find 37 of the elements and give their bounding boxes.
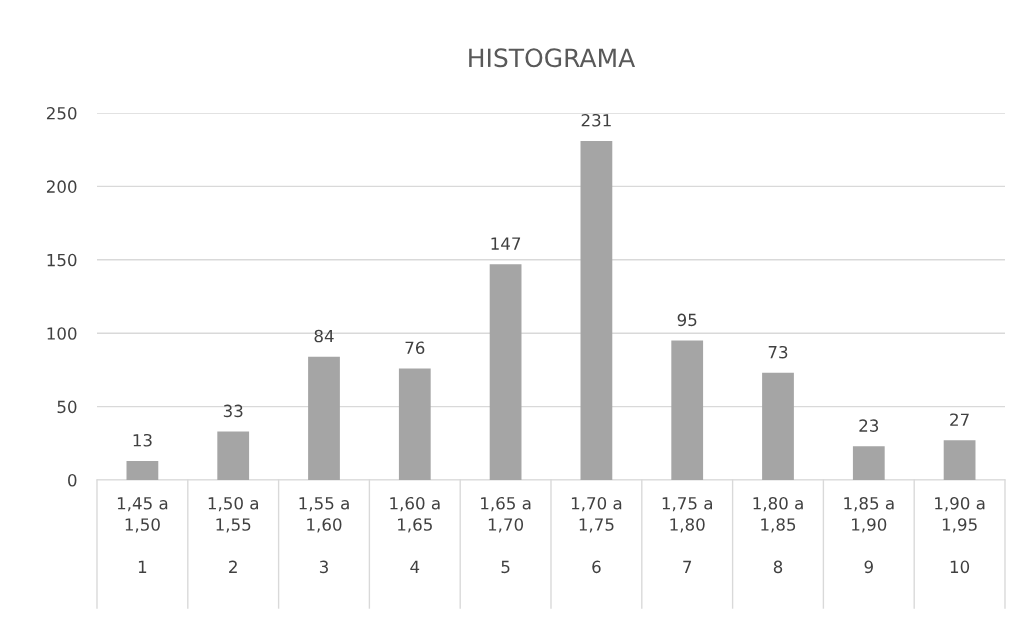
bar (671, 340, 704, 480)
bar (308, 356, 340, 480)
category-label: 1,85 a 1,90 9 (844, 496, 894, 574)
bar (852, 446, 885, 480)
data-label: 147 (491, 237, 521, 250)
bar (398, 368, 431, 480)
y-tick-label: 150 (47, 253, 77, 267)
category-label: 1,55 a 1,60 3 (299, 497, 349, 574)
data-label: 95 (677, 313, 697, 327)
category-label: 1,60 a 1,65 4 (390, 496, 440, 573)
chart-title: HISTOGRAMA (469, 48, 636, 68)
data-label: 73 (768, 345, 788, 359)
bar (217, 431, 250, 480)
data-label: 13 (133, 433, 152, 447)
data-label: 27 (950, 413, 969, 426)
y-tick-label: 250 (46, 106, 77, 120)
data-label: 76 (405, 341, 425, 355)
category-label: 1,45 a 1,50 1 (117, 497, 168, 573)
category-label: 1,90 a 1,95 10 (935, 496, 985, 574)
bar (943, 440, 976, 480)
y-tick-label: 0 (68, 473, 77, 487)
category-label: 1,80 a 1,85 8 (753, 496, 803, 574)
category-label: 1,50 a 1,55 2 (208, 496, 258, 573)
data-label: 231 (581, 113, 611, 127)
category-label: 1,65 a 1,70 5 (481, 496, 531, 574)
bar (126, 460, 159, 480)
bar (580, 140, 613, 480)
y-tick-label: 100 (47, 327, 77, 340)
y-tick-label: 200 (46, 180, 77, 193)
data-label: 84 (314, 329, 334, 343)
bar (489, 264, 522, 480)
category-label: 1,70 a 1,75 6 (571, 496, 622, 574)
bar (762, 372, 794, 480)
data-label: 33 (223, 404, 243, 418)
y-tick-label: 50 (57, 400, 77, 414)
data-label: 23 (859, 419, 879, 432)
category-label: 1,75 a 1,80 7 (662, 497, 712, 573)
